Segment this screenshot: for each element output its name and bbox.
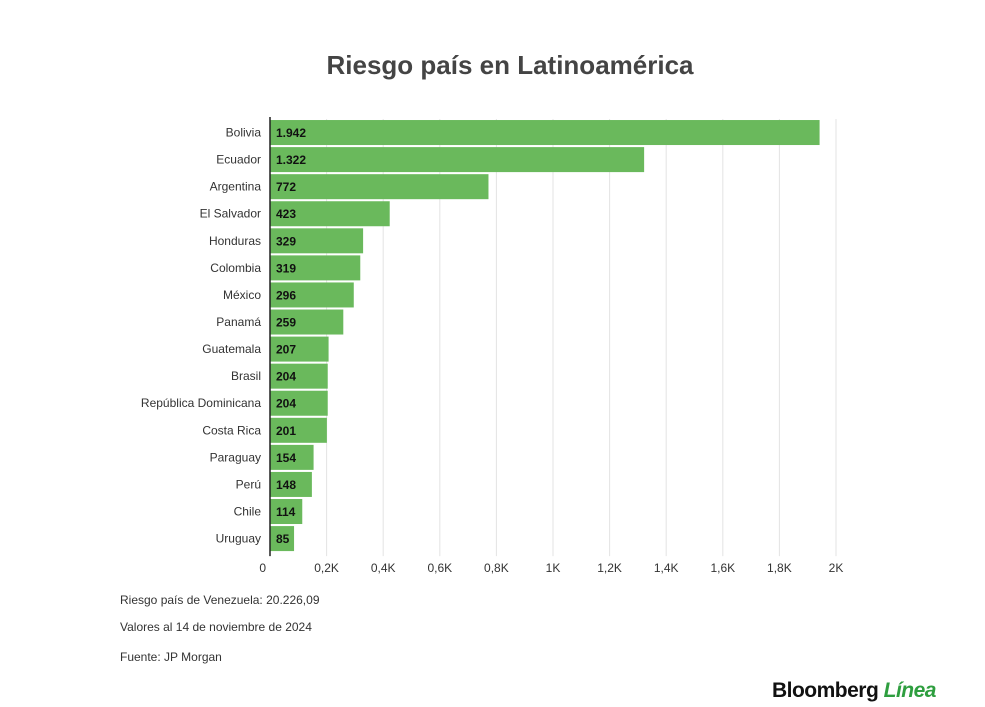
x-tick-label: 0,2K [314,561,339,575]
value-label: 204 [276,370,296,384]
category-label: Perú [236,477,261,491]
category-label: República Dominicana [141,396,261,410]
chart-title: Riesgo país en Latinoamérica [326,50,694,80]
logo-part-2: Línea [883,679,937,702]
bar [270,147,645,173]
category-label: Brasil [231,369,261,383]
category-label: Costa Rica [202,423,261,437]
category-label: El Salvador [200,207,261,221]
value-label: 207 [276,343,296,357]
x-tick-label: 0 [259,561,266,575]
value-label: 329 [276,234,296,248]
category-label: Bolivia [226,126,262,140]
x-tick-label: 2K [829,561,844,575]
x-tick-label: 1,4K [654,561,679,575]
bar [270,228,364,254]
x-tick-label: 0,4K [371,561,396,575]
category-label: Ecuador [216,153,261,167]
bar [270,201,390,227]
bar [270,174,489,200]
value-label: 1.322 [276,153,306,167]
value-label: 114 [276,505,296,519]
value-label: 204 [276,397,296,411]
x-tick-label: 1K [546,561,561,575]
x-tick-label: 1,2K [597,561,622,575]
category-label: Chile [234,505,262,519]
value-label: 201 [276,424,296,438]
x-tick-label: 0,6K [427,561,452,575]
x-tick-label: 1,6K [710,561,735,575]
labels: 0 0,2K 0,4K 0,6K 0,8K 1K 1,2K 1,4K 1,6K 1,8K 2K Bol… [141,126,843,576]
bar [270,526,295,552]
bars [270,120,820,552]
bar [270,282,354,308]
value-label: 319 [276,261,296,275]
bar [270,255,361,281]
source-note: Fuente: JP Morgan [120,650,222,664]
category-label: Guatemala [202,342,261,356]
bar [270,363,328,389]
bar [270,444,314,470]
x-tick-label: 0,8K [484,561,509,575]
value-label: 85 [276,532,290,546]
category-label: Panamá [216,315,261,329]
category-label: Argentina [210,180,262,194]
venezuela-note: Riesgo país de Venezuela: 20.226,09 [120,593,320,607]
bar [270,417,327,443]
category-label: Uruguay [216,532,261,546]
bar [270,309,344,335]
category-label: Colombia [210,261,261,275]
category-label: México [223,288,261,302]
bar [270,499,303,525]
logo-part-1: Bloomberg [771,679,879,702]
category-label: Honduras [209,234,261,248]
date-note: Valores al 14 de noviembre de 2024 [120,620,312,634]
bar [270,471,312,497]
x-tick-label: 1,8K [767,561,792,575]
value-label: 259 [276,316,296,330]
value-label: 1.942 [276,126,306,140]
bloomberg-linea-logo: Bloomberg Línea [771,679,937,703]
value-label: 154 [276,451,296,465]
bar [270,390,328,416]
category-label: Paraguay [210,450,261,464]
value-label: 772 [276,180,296,194]
bar [270,336,329,362]
value-label: 296 [276,288,296,302]
bar [270,120,820,146]
value-label: 148 [276,478,296,492]
value-label: 423 [276,207,296,221]
